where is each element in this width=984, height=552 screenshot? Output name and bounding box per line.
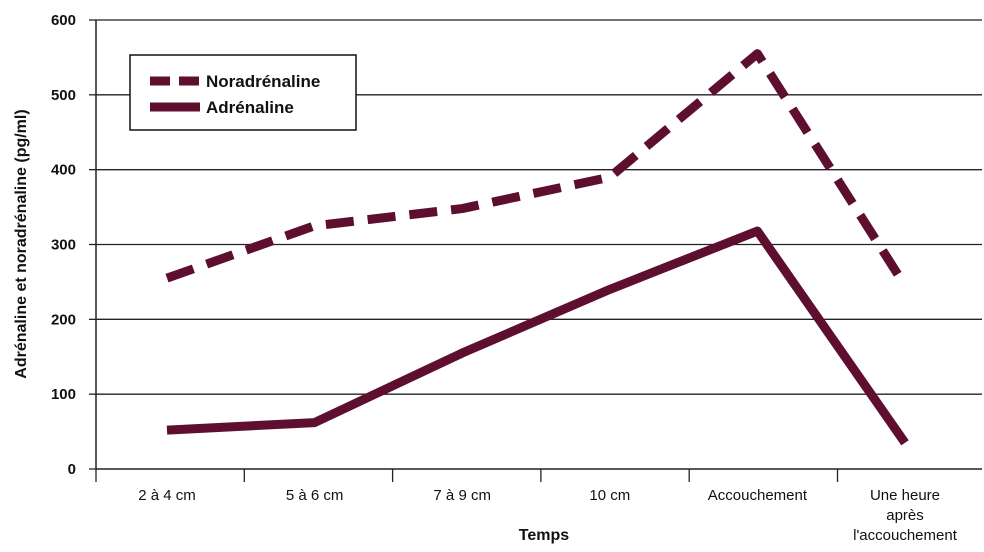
y-tick-label: 0 <box>68 461 76 478</box>
x-tick-label: 5 à 6 cm <box>286 487 344 504</box>
legend-label-adrenaline: Adrénaline <box>206 98 294 117</box>
x-tick-label: 7 à 9 cm <box>433 487 491 504</box>
x-tick-label: Une heure <box>870 487 940 504</box>
x-tick-label: après <box>886 507 924 524</box>
legend-box <box>129 54 357 131</box>
legend: Noradrénaline Adrénaline <box>129 54 357 131</box>
y-tick-label: 500 <box>51 87 76 104</box>
x-tick-label: Accouchement <box>708 487 808 504</box>
x-axis: 2 à 4 cm 5 à 6 cm 7 à 9 cm 10 cm Accouchemen… <box>95 20 982 544</box>
x-axis-title: Temps <box>519 527 569 544</box>
y-tick-label: 100 <box>51 386 76 403</box>
x-tick-label: 10 cm <box>589 487 630 504</box>
series-lines <box>165 49 909 446</box>
x-tick-label: l'accouchement <box>853 527 958 544</box>
y-tick-label: 600 <box>51 12 76 29</box>
series-line-adrenaline <box>166 226 909 446</box>
y-tick-label: 200 <box>51 311 76 328</box>
legend-label-noradrenaline: Noradrénaline <box>206 72 320 91</box>
series-line-noradrenaline <box>165 49 909 289</box>
y-tick-label: 400 <box>51 162 76 179</box>
y-tick-labels: 0 100 200 300 400 500 600 <box>51 12 76 478</box>
y-tick-label: 300 <box>51 237 76 254</box>
y-axis-title: Adrénaline et noradrénaline (pg/ml) <box>13 109 30 378</box>
gridlines <box>89 19 982 470</box>
x-tick-label: 2 à 4 cm <box>138 487 196 504</box>
